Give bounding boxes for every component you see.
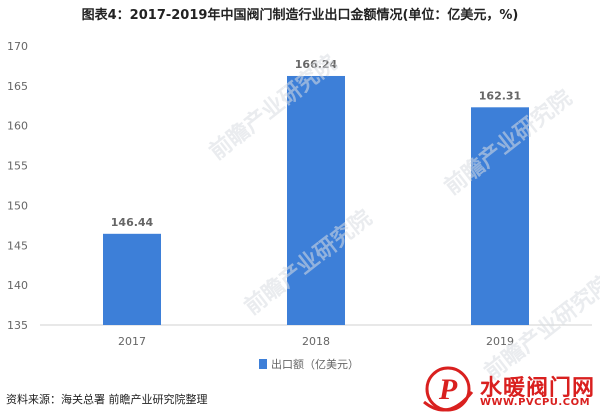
site-logo[interactable]: P 水暖阀门网 WWW.PVCPU.COM <box>416 362 600 416</box>
y-tick-label: 165 <box>7 80 28 93</box>
logo-mark-icon: P <box>423 366 474 412</box>
y-tick-label: 155 <box>7 160 28 173</box>
chart-title: 图表4：2017-2019年中国阀门制造行业出口金额情况(单位：亿美元，%) <box>81 8 519 23</box>
bar <box>471 107 529 325</box>
y-tick-label: 170 <box>7 40 28 53</box>
source-note: 资料来源：海关总署 前瞻产业研究院整理 <box>6 393 208 406</box>
y-tick-label: 135 <box>7 319 28 332</box>
logo-letter: P <box>438 373 458 406</box>
data-label: 166.24 <box>295 58 338 71</box>
y-tick-label: 145 <box>7 239 28 252</box>
data-label: 162.31 <box>479 89 521 102</box>
y-tick-label: 140 <box>7 279 28 292</box>
y-tick-label: 150 <box>7 199 28 212</box>
bar <box>103 233 161 325</box>
data-label: 146.44 <box>111 216 154 229</box>
x-tick-label: 2017 <box>118 335 146 348</box>
legend-label: 出口额（亿美元） <box>271 357 359 371</box>
x-tick-label: 2019 <box>486 335 514 348</box>
y-tick-label: 160 <box>7 120 28 133</box>
bar <box>287 75 345 326</box>
legend-swatch <box>259 359 267 369</box>
logo-name: 水暖阀门网 <box>480 376 596 401</box>
x-tick-label: 2018 <box>302 335 330 348</box>
logo-url[interactable]: WWW.PVCPU.COM <box>480 397 591 408</box>
